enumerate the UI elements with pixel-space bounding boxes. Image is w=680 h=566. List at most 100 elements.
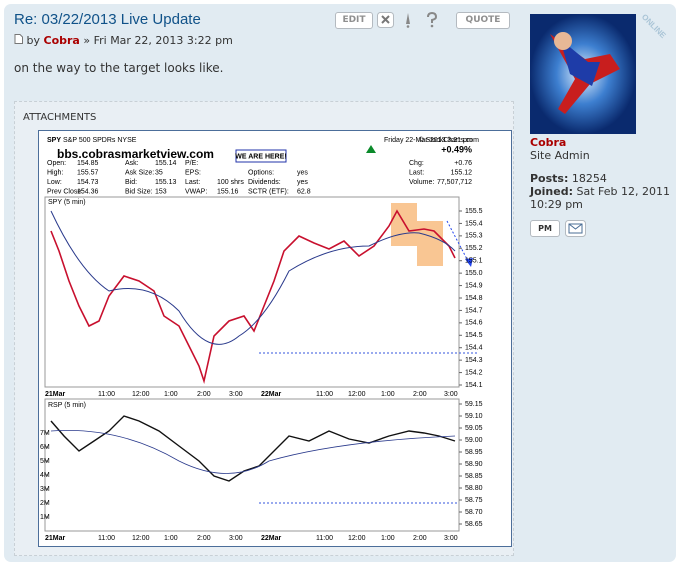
attached-chart[interactable]: SPY S&P 500 SPDRs NYSE © StockCharts.com bb…	[38, 130, 512, 547]
price-label: 154.5	[465, 332, 483, 339]
moving-average	[50, 210, 456, 345]
volume-label: 4M	[40, 472, 50, 479]
x-label: 3:00	[444, 391, 458, 398]
stat-label: Dividends:	[248, 179, 281, 186]
quote-label: QUOTE	[465, 15, 501, 25]
stat-value: 154.36	[77, 188, 99, 195]
watermark: bbs.cobrasmarketview.com	[57, 147, 214, 161]
profile-rank: Site Admin	[530, 149, 590, 162]
change-pct: +0.49%	[441, 144, 472, 154]
volume-label: 5M	[40, 458, 50, 465]
rsp-label: 59.10	[465, 413, 483, 420]
x-label: 21Mar	[45, 391, 66, 398]
x-label: 21Mar	[45, 535, 66, 542]
volume-label: 3M	[40, 486, 50, 493]
stat-value: 155.13	[155, 179, 177, 186]
post-content: on the way to the target looks like.	[14, 61, 224, 75]
x-label: 3:00	[229, 535, 243, 542]
stat-label: Bid:	[125, 179, 137, 186]
highlight	[417, 221, 443, 266]
price-panel	[44, 196, 460, 388]
rsp-label: 58.85	[465, 473, 483, 480]
edit-label: EDIT	[342, 15, 366, 25]
price-label: 154.6	[465, 320, 483, 327]
x-label: 11:00	[316, 535, 333, 542]
x-label: 2:00	[413, 391, 427, 398]
stat-value: 155.14	[155, 160, 177, 167]
author-link[interactable]: Cobra	[43, 34, 80, 47]
stat-label: Ask Size:	[125, 169, 154, 176]
price-label: 155.5	[465, 208, 483, 215]
stat-value: 35	[155, 169, 163, 176]
post: Re: 03/22/2013 Live Update EDIT QUOTE by…	[4, 4, 676, 562]
attachment-box: ATTACHMENTS SPY S&P 500 SPDRs NYSE © Stock…	[14, 101, 514, 556]
price-label: 155.2	[465, 245, 483, 252]
attachment-label: ATTACHMENTS	[23, 112, 97, 123]
rsp-label: 58.90	[465, 461, 483, 468]
stat-label: SCTR (ETF):	[248, 188, 289, 195]
post-icon	[14, 34, 23, 44]
stat-label: Prev Close:	[47, 188, 83, 195]
price-label: 154.2	[465, 369, 483, 376]
volume-label: 6M	[40, 444, 50, 451]
quote-button[interactable]: QUOTE	[456, 12, 510, 29]
stat-label: VWAP:	[185, 188, 207, 195]
x-label: 1:00	[164, 535, 178, 542]
rsp-line	[50, 415, 456, 482]
stat-value: 62.8	[297, 188, 311, 195]
byline: by Cobra » Fri Mar 22, 2013 3:22 pm	[14, 34, 233, 47]
stat-label: High:	[47, 169, 63, 176]
arrow-head	[465, 258, 473, 267]
x-label: 2:00	[197, 391, 211, 398]
price-label: 154.3	[465, 357, 483, 364]
rsp-label: 58.75	[465, 497, 483, 504]
price-label: 154.4	[465, 345, 483, 352]
datetime: Friday 22-Mar-2013 3:21 pm	[384, 137, 473, 144]
x-label: 11:00	[316, 391, 333, 398]
profile-name[interactable]: Cobra	[530, 136, 567, 149]
x-label: 12:00	[348, 391, 366, 398]
stat-value: 155.57	[77, 169, 99, 176]
joined-label: Joined:	[530, 185, 573, 198]
delete-button[interactable]	[377, 12, 395, 29]
stat-value: yes	[297, 169, 308, 176]
volume-label: 1M	[40, 514, 50, 521]
pm-label: PM	[538, 224, 552, 233]
info-button[interactable]	[423, 12, 441, 29]
up-arrow	[366, 145, 376, 153]
posts-label: Posts:	[530, 172, 569, 185]
symbol: SPY	[47, 137, 61, 144]
report-button[interactable]	[400, 12, 418, 29]
by-label: by	[26, 34, 41, 47]
rsp-label: 59.15	[465, 401, 483, 408]
price-label: 155.3	[465, 233, 483, 240]
rsp-label: 59.00	[465, 437, 483, 444]
stat-label: Bid Size:	[125, 188, 153, 195]
post-title[interactable]: Re: 03/22/2013 Live Update	[14, 11, 201, 28]
volume-label: 2M	[40, 500, 50, 507]
rsp-panel	[44, 398, 460, 532]
edit-button[interactable]: EDIT	[335, 12, 373, 29]
x-label: 1:00	[381, 535, 395, 542]
panel-label: RSP (5 min)	[48, 402, 86, 409]
stat-label: Options:	[248, 169, 274, 176]
panel-label: SPY (5 min)	[48, 199, 86, 206]
x-label: 11:00	[98, 391, 115, 398]
stat-label: Low:	[47, 179, 62, 186]
rsp-label: 58.80	[465, 485, 483, 492]
x-label: 1:00	[381, 391, 395, 398]
stat-label: Volume:	[409, 179, 434, 186]
x-label: 1:00	[164, 391, 178, 398]
avatar	[530, 14, 636, 134]
callout: WE ARE HERE!	[235, 153, 286, 160]
x-label: 22Mar	[261, 391, 282, 398]
online-ribbon: ONLINE	[640, 12, 668, 40]
volume-label: 7M	[40, 430, 50, 437]
email-button[interactable]	[565, 220, 586, 237]
price-line	[50, 209, 456, 384]
stat-label: Last:	[409, 169, 424, 176]
x-label: 3:00	[229, 391, 243, 398]
symbol-name: S&P 500 SPDRs NYSE	[63, 137, 137, 144]
pm-button[interactable]: PM	[530, 220, 560, 237]
